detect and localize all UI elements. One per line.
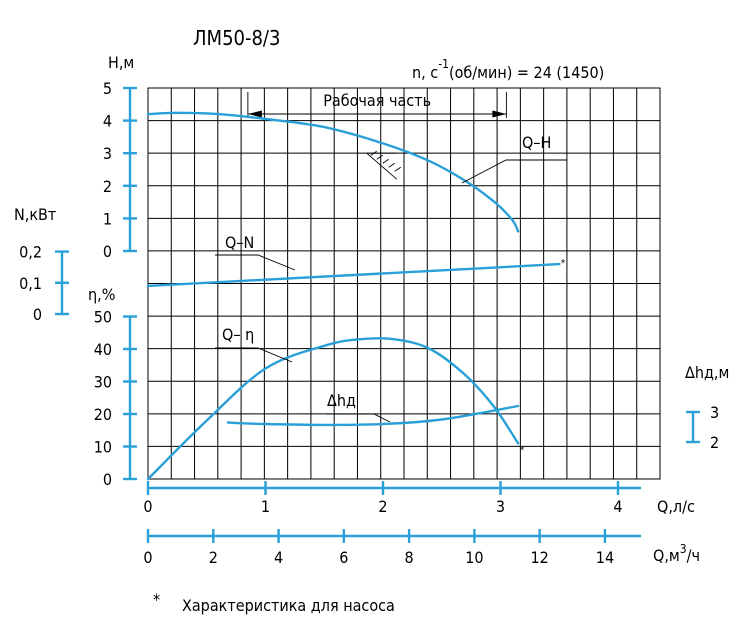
work-zone-arrow-right	[492, 110, 507, 118]
head-axis-tick-label: 0	[103, 242, 112, 261]
work-zone-annotation: Рабочая часть	[247, 91, 507, 180]
x-secondary-tick-label: 6	[339, 548, 348, 567]
x-secondary-tick-label: 0	[143, 548, 152, 567]
qn-label: Q–N	[225, 233, 254, 252]
power-axis-tick-label: 0	[33, 305, 42, 324]
head-axis-tick-label: 1	[103, 209, 112, 228]
head-axis-tick-label: 3	[103, 144, 112, 163]
x-primary-tick-label: 1	[261, 497, 270, 516]
x-secondary-tick-label: 12	[531, 548, 549, 567]
qh-label: Q–H	[522, 133, 551, 152]
npsh-axis-tick-label: 2	[710, 433, 719, 452]
qh-curve	[146, 111, 520, 233]
x-axis-secondary-label: Q,м3/ч	[653, 542, 700, 565]
q-eta-curve	[146, 337, 520, 481]
hatch-line	[370, 150, 377, 156]
chart-title: ЛМ50-8/3	[193, 26, 280, 50]
x-primary-tick-label: 4	[613, 497, 622, 516]
q-eta-leader	[215, 347, 293, 363]
head-axis-label: Н,м	[108, 53, 134, 72]
hatch-line	[382, 158, 389, 164]
work-zone-label: Рабочая часть	[323, 91, 431, 110]
footnote-mark: *	[153, 590, 160, 609]
eta-pump-mark: *	[520, 445, 525, 456]
head-axis-tick-label: 5	[103, 79, 112, 98]
speed-label: n, c-1(об/мин) = 24 (1450)	[412, 57, 604, 82]
qn-pump-mark: *	[561, 258, 566, 269]
work-zone-arrow-left	[247, 110, 262, 118]
power-axis-label: N,кВт	[14, 205, 56, 224]
x-secondary-tick-label: 10	[465, 548, 483, 567]
x-axis-primary-label: Q,л/с	[657, 497, 695, 516]
npsh-label: Δhд	[327, 391, 356, 410]
npsh-axis-label: Δhд,м	[685, 363, 729, 382]
qh-leader	[461, 159, 567, 184]
power-axis-tick-label: 0,1	[19, 274, 42, 293]
curves-layer: Q–H Q–N Q– η Δhд * *	[146, 111, 567, 481]
power-axis-tick-label: 0,2	[19, 243, 42, 262]
hatch-line	[376, 154, 383, 160]
npsh-curve	[226, 404, 520, 427]
eff-axis-tick-label: 50	[94, 308, 112, 327]
x-secondary-tick-label: 14	[596, 548, 614, 567]
eff-axis-tick-label: 30	[94, 373, 112, 392]
x-primary-tick-label: 3	[496, 497, 505, 516]
eff-axis-label: η,%	[88, 285, 115, 304]
eff-axis-tick-label: 20	[94, 405, 112, 424]
hatch-line	[394, 166, 401, 172]
npsh-leader	[326, 413, 391, 423]
qn-curve	[146, 262, 561, 288]
qn-leader	[215, 254, 296, 271]
head-axis-tick-label: 4	[103, 112, 112, 131]
x-secondary-tick-label: 2	[209, 548, 218, 567]
eff-axis-tick-label: 40	[94, 340, 112, 359]
eff-axis-tick-label: 0	[103, 470, 112, 489]
x-secondary-tick-label: 8	[405, 548, 414, 567]
plot-grid	[147, 87, 661, 480]
q-eta-label: Q– η	[222, 325, 254, 344]
x-primary-tick-label: 2	[378, 497, 387, 516]
npsh-axis-tick-label: 3	[710, 403, 719, 422]
hatch-diagonal	[366, 152, 398, 180]
eff-axis-tick-label: 10	[94, 438, 112, 457]
head-axis-tick-label: 2	[103, 177, 112, 196]
hatch-line	[388, 162, 395, 168]
footnote-text: Характеристика для насоса	[182, 596, 395, 615]
x-primary-tick-label: 0	[143, 497, 152, 516]
x-secondary-tick-label: 4	[274, 548, 283, 567]
